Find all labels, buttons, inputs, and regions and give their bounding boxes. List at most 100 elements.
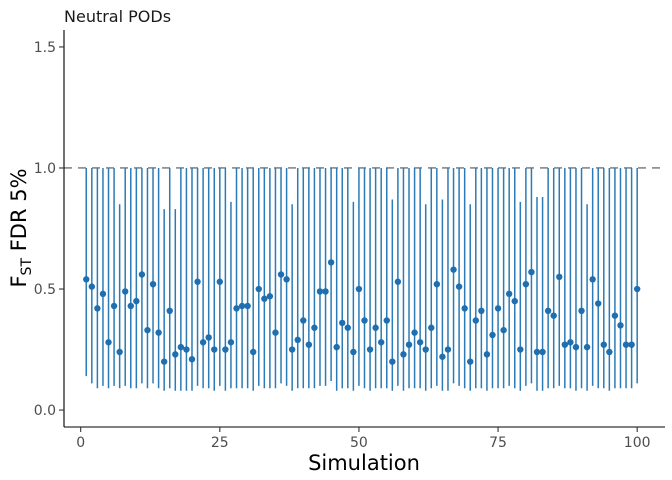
x-tick-label: 25 [211,435,229,451]
data-point [222,346,229,353]
data-point [177,343,185,351]
data-point [544,307,552,315]
data-point [238,302,246,310]
y-tick-label: 0.0 [34,403,56,419]
data-point [116,348,123,356]
data-point [366,346,374,353]
data-point [227,339,235,346]
data-point [183,346,190,353]
data-point [199,339,207,346]
data-point [511,297,518,305]
data-point [122,288,129,295]
data-point [617,322,624,329]
y-tick-label: 1.5 [34,40,56,56]
data-point [633,285,641,293]
data-point [567,339,574,346]
data-point [194,278,201,285]
data-point [105,339,112,346]
data-point [361,317,368,324]
data-point [344,324,352,331]
y-axis-title-main: F [7,275,31,287]
data-point [127,302,134,310]
data-point [428,324,435,331]
data-point [339,319,346,327]
data-point [205,334,212,341]
data-point [505,290,513,298]
plot-area [64,167,665,391]
data-point [578,307,585,315]
data-point [439,353,446,360]
data-point [500,326,507,334]
data-point [467,358,474,365]
data-point [83,276,90,283]
x-tick-label: 100 [624,435,651,451]
data-point [99,290,107,298]
data-point [478,307,485,315]
data-point [422,346,429,353]
data-point [444,346,452,353]
data-point [277,271,285,278]
data-point [333,343,340,351]
data-point [166,307,173,315]
data-point [489,331,496,339]
data-point [144,326,151,334]
data-point [411,329,418,336]
data-point [233,305,240,312]
data-point [389,358,396,365]
x-tick-label: 50 [350,435,368,451]
data-point [517,346,524,353]
data-point [372,324,379,331]
data-point [600,341,607,348]
x-axis-title: Simulation [308,451,420,475]
data-point [383,317,390,324]
data-point [377,339,385,346]
data-point [556,273,563,281]
data-point [300,317,307,324]
chart-title: Neutral PODs [64,7,171,26]
data-point [288,346,296,353]
data-point [94,305,101,312]
data-point [133,297,140,305]
data-point [172,351,179,358]
data-point [628,341,635,348]
data-point [355,285,363,293]
data-point [250,348,257,356]
data-point [327,259,335,266]
data-point [255,285,262,293]
data-point [528,268,535,276]
data-point [155,329,162,336]
y-axis-ticks: 0.0 0.5 1.0 1.5 [34,40,64,419]
data-point [294,336,301,344]
x-tick-label: 0 [76,435,85,451]
y-axis-title-rest: FDR 5% [7,168,31,258]
data-point [311,324,318,331]
data-point [138,271,146,278]
data-point [416,339,424,346]
y-tick-label: 0.5 [34,282,56,298]
data-point [611,312,619,319]
data-point [539,348,546,356]
data-point [483,351,491,358]
data-point [283,276,290,283]
data-point [160,358,168,365]
data-point [606,348,613,356]
data-point [533,348,541,356]
data-point [455,283,463,290]
data-point [266,293,274,300]
data-point [472,317,479,324]
data-point [272,329,279,336]
data-point [589,276,596,283]
data-point [550,312,557,319]
data-point [572,343,580,351]
data-point [405,341,413,348]
data-point [188,356,196,363]
data-point [110,302,118,310]
data-point [244,302,251,310]
data-point [583,343,591,351]
data-point [561,341,569,348]
data-point [450,266,457,273]
data-point [595,300,602,307]
data-point [211,346,218,353]
data-point [305,341,313,348]
